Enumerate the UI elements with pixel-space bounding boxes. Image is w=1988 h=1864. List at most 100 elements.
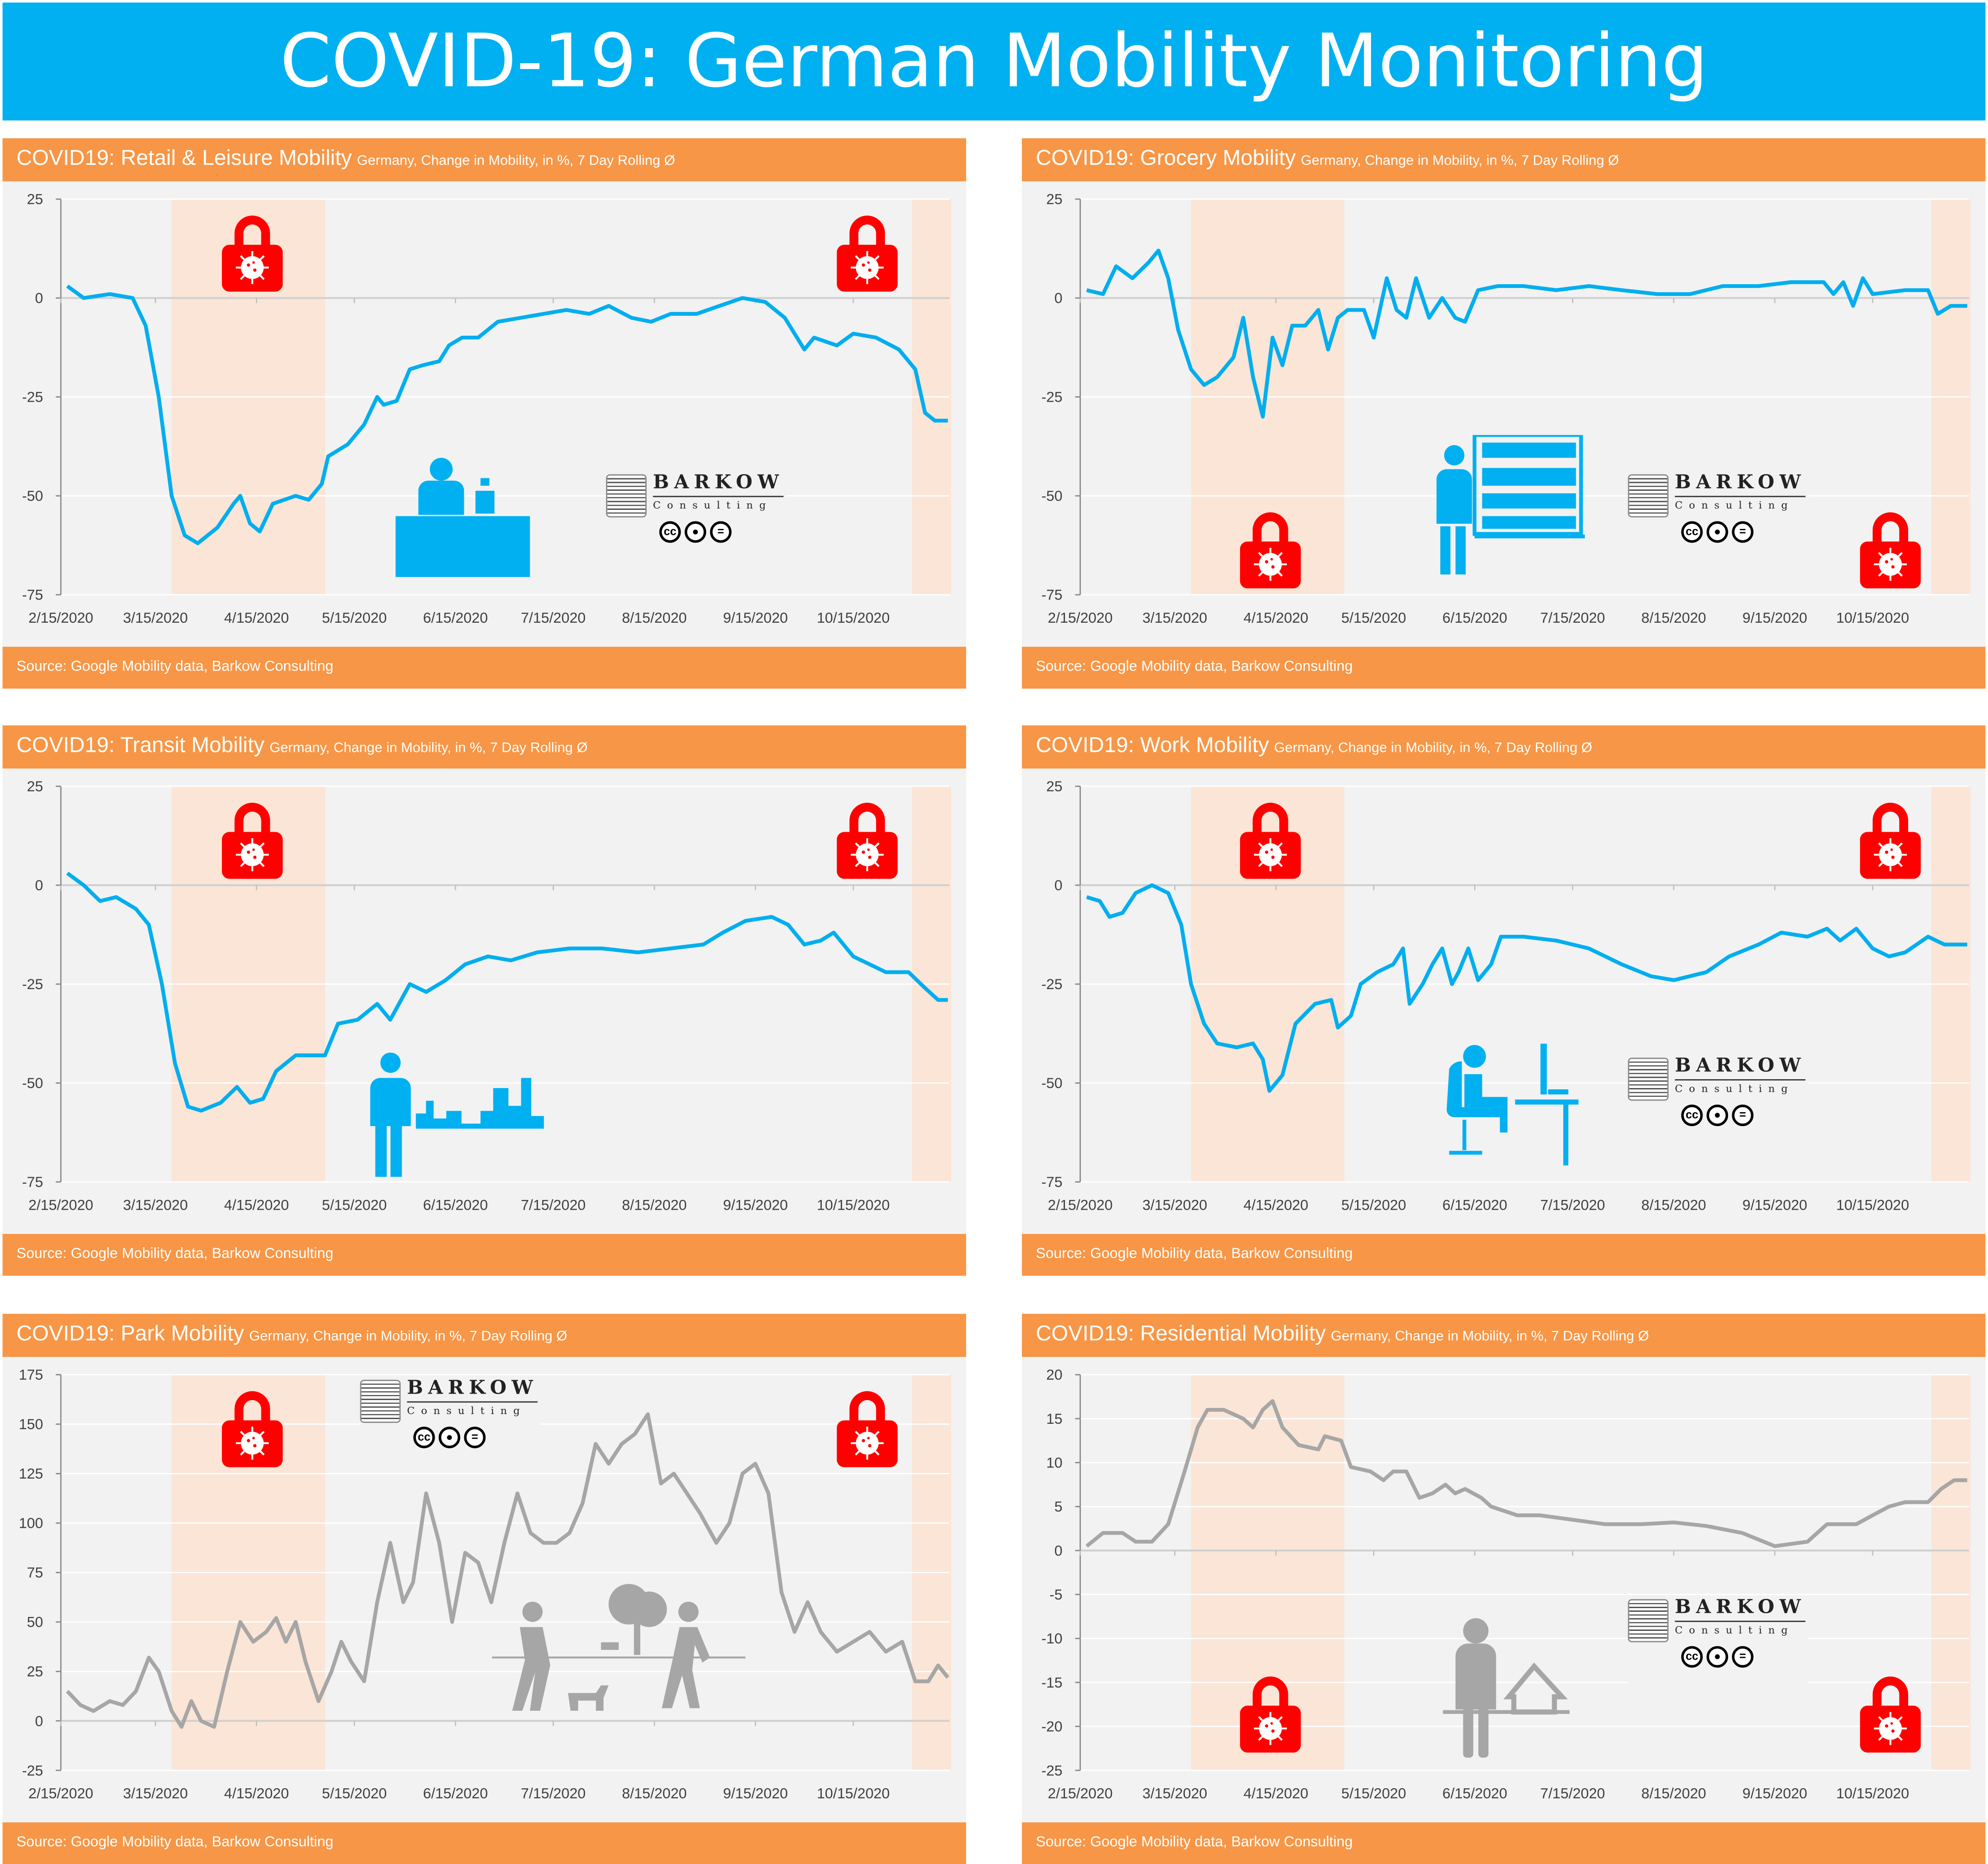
- data-point: [807, 1602, 808, 1603]
- chart-subtitle: Germany, Change in Mobility, in %, 7 Day…: [357, 153, 675, 169]
- data-point: [1158, 250, 1159, 251]
- data-point: [331, 1671, 332, 1672]
- data-point: [1641, 1524, 1642, 1525]
- x-tick-label: 4/15/2020: [224, 1197, 289, 1213]
- cc-license-icons: cc ● =: [413, 1427, 486, 1448]
- data-point: [1184, 1471, 1185, 1472]
- x-tick-label: 2/15/2020: [28, 610, 93, 626]
- x-tick-label: 6/15/2020: [423, 1197, 488, 1213]
- cc-nd-icon: =: [1732, 521, 1754, 543]
- data-point: [1168, 1524, 1169, 1525]
- logo-name: BARKOW: [653, 470, 784, 494]
- data-point: [1621, 964, 1622, 965]
- lock-virus-icon: [221, 1386, 283, 1467]
- data-point: [1872, 948, 1873, 949]
- logo-name: BARKOW: [1675, 1054, 1806, 1077]
- y-tick-label: -50: [22, 488, 43, 504]
- data-point: [1197, 1427, 1198, 1428]
- x-tick-label: 2/15/2020: [1048, 1785, 1113, 1801]
- y-tick-label: 0: [35, 877, 43, 893]
- x-tick-label: 10/15/2020: [1836, 1197, 1909, 1213]
- x-tick-label: 9/15/2020: [1742, 1785, 1807, 1801]
- data-point: [837, 1651, 838, 1652]
- cc-by-icon: ●: [684, 521, 707, 543]
- y-tick-label: 20: [1046, 1367, 1063, 1383]
- chart-subtitle: Germany, Change in Mobility, in %, 7 Day…: [1331, 1329, 1649, 1344]
- barkow-logo: BARKOW Consulting cc ● =: [1628, 1054, 1808, 1147]
- x-tick-label: 9/15/2020: [723, 610, 788, 626]
- x-tick-label: 5/15/2020: [322, 610, 387, 626]
- lock-virus-icon: [1240, 507, 1301, 589]
- lock-virus-icon: [1240, 798, 1301, 879]
- cc-nd-icon: =: [464, 1427, 486, 1448]
- y-tick-label: -75: [22, 1174, 43, 1190]
- x-tick-label: 5/15/2020: [322, 1785, 387, 1801]
- data-point: [1928, 1502, 1929, 1503]
- data-point: [1781, 932, 1782, 933]
- data-point: [915, 369, 916, 370]
- data-point: [1432, 1493, 1433, 1494]
- data-point: [439, 361, 440, 362]
- barkow-mark-icon: [606, 474, 647, 518]
- x-tick-label: 5/15/2020: [322, 1197, 387, 1213]
- y-tick-label: -50: [1041, 488, 1062, 504]
- y-tick-label: -50: [1041, 1075, 1062, 1091]
- lock-virus-icon: [1860, 798, 1921, 879]
- data-point: [602, 948, 603, 949]
- y-tick-label: 10: [1046, 1455, 1063, 1471]
- x-tick-label: 7/15/2020: [1540, 610, 1605, 626]
- data-point: [1432, 964, 1433, 965]
- lockdown-period: [1191, 1375, 1345, 1771]
- y-tick-label: 25: [27, 191, 43, 208]
- x-tick-label: 10/15/2020: [817, 610, 890, 626]
- data-point: [1406, 1471, 1407, 1472]
- logo-sub: Consulting: [407, 1401, 538, 1416]
- logo-name: BARKOW: [407, 1376, 538, 1399]
- x-tick-label: 2/15/2020: [1048, 1197, 1113, 1213]
- x-tick-label: 7/15/2020: [521, 610, 586, 626]
- cc-nd-icon: =: [710, 521, 732, 543]
- data-point: [465, 1552, 466, 1553]
- y-tick-label: 5: [1054, 1499, 1062, 1515]
- barkow-logo: BARKOW Consulting cc ● =: [360, 1376, 540, 1469]
- chart-panel-retail: COVID19: Retail & Leisure Mobility German…: [2, 138, 966, 689]
- x-tick-label: 7/15/2020: [1540, 1197, 1605, 1213]
- chart-source: Source: Google Mobility data, Barkow Con…: [2, 646, 966, 689]
- data-point: [1253, 377, 1254, 378]
- data-point: [517, 1493, 518, 1494]
- lock-virus-icon: [837, 1386, 898, 1467]
- lock-virus-icon: [221, 798, 283, 879]
- y-tick-label: -25: [22, 389, 43, 405]
- chart-title-bar: COVID19: Transit Mobility Germany, Change…: [2, 725, 966, 769]
- x-tick-label: 5/15/2020: [1341, 1785, 1406, 1801]
- x-tick-label: 9/15/2020: [1742, 610, 1807, 626]
- x-tick-label: 6/15/2020: [1442, 1197, 1507, 1213]
- y-tick-label: -25: [1041, 1762, 1062, 1779]
- chart-source: Source: Google Mobility data, Barkow Con…: [1022, 1822, 1986, 1864]
- logo-sub: Consulting: [1675, 495, 1806, 511]
- data-point: [1132, 278, 1133, 279]
- data-point: [1572, 1519, 1573, 1520]
- x-tick-label: 8/15/2020: [622, 1197, 687, 1213]
- logo-name: BARKOW: [1675, 470, 1806, 494]
- data-point: [1393, 964, 1394, 965]
- y-tick-label: 0: [1054, 290, 1062, 306]
- x-tick-label: 4/15/2020: [1243, 610, 1308, 626]
- chart-title-bar: COVID19: Residential Mobility Germany, Ch…: [1022, 1314, 1986, 1357]
- barkow-logo: BARKOW Consulting cc ● =: [1628, 470, 1808, 563]
- barkow-mark-icon: [1628, 1599, 1669, 1642]
- x-tick-label: 6/15/2020: [423, 610, 488, 626]
- x-tick-label: 3/15/2020: [123, 1197, 188, 1213]
- logo-sub: Consulting: [1675, 1079, 1806, 1095]
- y-tick-label: 75: [27, 1564, 43, 1581]
- cc-by-icon: ●: [1706, 1646, 1728, 1668]
- y-tick-label: 0: [35, 1713, 43, 1729]
- x-tick-label: 4/15/2020: [1243, 1197, 1308, 1213]
- y-tick-label: 0: [35, 290, 43, 306]
- park-walkers-icon: [492, 1579, 746, 1718]
- lockdown-period: [1931, 1375, 1971, 1771]
- data-point: [742, 1473, 743, 1474]
- chart-panel-work: COVID19: Work Mobility Germany, Change in…: [1022, 725, 1986, 1276]
- lock-virus-icon: [837, 210, 898, 292]
